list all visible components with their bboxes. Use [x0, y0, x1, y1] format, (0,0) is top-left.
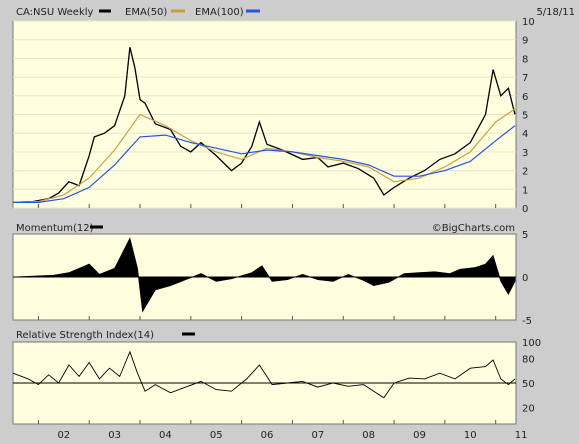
- price-tick-label: 2: [522, 167, 528, 178]
- chart-date: 5/18/11: [536, 7, 575, 18]
- momentum-bars-layer: [12, 237, 516, 313]
- rsi-tick-label: 80: [522, 354, 535, 365]
- price-tick-label: 1: [522, 185, 528, 196]
- price-tick-label: 6: [522, 92, 528, 103]
- rsi-tick-label: 50: [522, 379, 535, 390]
- price-tick-label: 8: [522, 54, 528, 65]
- x-tick-label: 06: [261, 430, 274, 441]
- price-tick-label: 3: [522, 148, 528, 159]
- ema100-line: [13, 125, 516, 203]
- x-tick-label: 08: [362, 430, 375, 441]
- price-gridlines: [13, 20, 516, 209]
- legend: CA:NSU Weekly EMA(50) EMA(100): [16, 7, 260, 18]
- ema50-line: [12, 108, 516, 203]
- price-tick-label: 7: [522, 73, 528, 84]
- momentum-axis-ticks: -5 0 5: [522, 230, 532, 327]
- price-tick-label: 10: [522, 17, 535, 28]
- rsi-tick-label: 100: [522, 338, 541, 349]
- symbol-label: CA:NSU Weekly: [16, 7, 94, 18]
- x-tick-label: 05: [210, 430, 223, 441]
- momentum-tick-label: 5: [522, 230, 528, 241]
- x-tick-label: 09: [413, 430, 426, 441]
- rsi-title: Relative Strength Index(14): [16, 330, 154, 341]
- momentum-tick-label: 0: [522, 273, 528, 284]
- rsi-tick-label: 20: [522, 404, 535, 415]
- rsi-axis-ticks: 20 50 80 100: [522, 338, 541, 415]
- ema100-label: EMA(100): [195, 7, 244, 18]
- price-tick-label: 5: [522, 111, 528, 122]
- x-tick-label: 10: [464, 430, 477, 441]
- momentum-tick-label: -5: [522, 316, 532, 327]
- price-series-layer: [12, 47, 516, 204]
- price-tick-label: 9: [522, 36, 528, 47]
- momentum-title: Momentum(12): [16, 223, 94, 234]
- x-tick-label: 02: [57, 430, 70, 441]
- rsi-line: [12, 350, 516, 399]
- price-tick-label: 0: [522, 204, 528, 215]
- x-tick-label: 03: [108, 430, 121, 441]
- x-tick-label: 11: [515, 430, 528, 441]
- rsi-series-layer: [12, 350, 516, 399]
- watermark: ©BigCharts.com: [432, 223, 515, 234]
- momentum-area: [12, 237, 516, 313]
- ema50-label: EMA(50): [125, 7, 167, 18]
- price-axis-ticks: 0 1 2 3 4 5 6 7 8 9 10: [522, 17, 535, 215]
- price-tick-label: 4: [522, 129, 528, 140]
- x-tick-label: 04: [159, 430, 172, 441]
- x-axis-ticks: 02 03 04 05 06 07 08 09 10 11: [37, 204, 528, 441]
- x-tick-label: 07: [311, 430, 324, 441]
- price-line: [12, 47, 516, 204]
